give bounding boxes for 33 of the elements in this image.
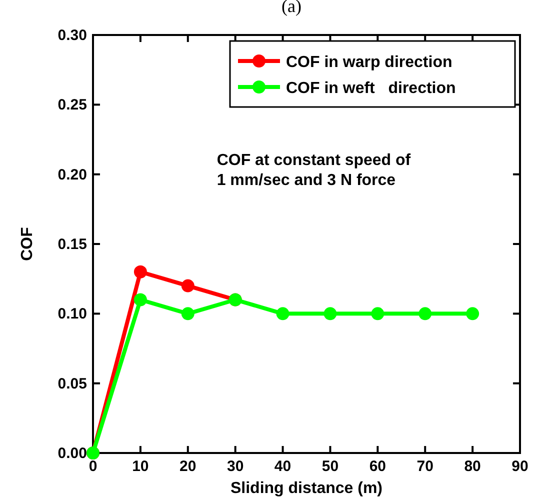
y-tick-label: 0.10 xyxy=(58,306,87,323)
chart-title: (a) xyxy=(282,0,302,16)
x-tick-label: 90 xyxy=(512,458,528,475)
legend-label: COF in warp direction xyxy=(286,54,452,71)
y-axis-title: COF xyxy=(19,226,36,261)
point xyxy=(466,307,480,320)
x-tick-label: 50 xyxy=(322,458,339,475)
y-tick-label: 0.15 xyxy=(58,236,87,253)
legend-label: COF in weft direction xyxy=(286,80,456,97)
x-tick-label: 10 xyxy=(132,458,149,475)
x-tick-label: 70 xyxy=(416,458,434,475)
point xyxy=(276,307,290,320)
point xyxy=(371,307,384,320)
point xyxy=(181,279,194,292)
y-tick-label: 0.20 xyxy=(58,166,87,184)
point xyxy=(134,293,147,306)
x-axis-title: Sliding distance (m) xyxy=(230,480,383,497)
x-tick-label: 40 xyxy=(274,458,292,475)
annotation: COF at constant speed of xyxy=(216,152,412,169)
annotation: 1 mm/sec and 3 N force xyxy=(216,172,396,189)
point xyxy=(134,265,147,278)
x-tick-label: 80 xyxy=(464,458,481,475)
y-tick-label: 0.25 xyxy=(58,96,87,114)
y-tick-label: 0.30 xyxy=(58,27,87,44)
x-tick-label: 20 xyxy=(180,458,196,475)
y-tick-label: 0.05 xyxy=(58,375,87,392)
x-tick-label: 0 xyxy=(88,458,98,475)
y-tick-label: 0.00 xyxy=(58,445,87,462)
point xyxy=(181,307,194,320)
point xyxy=(324,307,337,320)
point xyxy=(418,307,432,320)
x-tick-label: 30 xyxy=(226,458,244,475)
x-tick-label: 60 xyxy=(369,458,386,475)
